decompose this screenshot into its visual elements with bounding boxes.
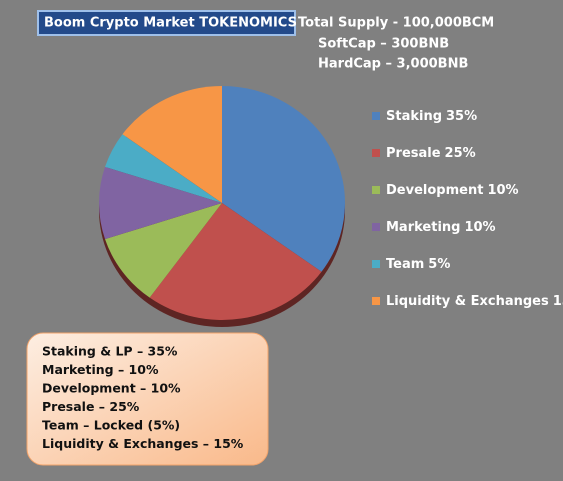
- legend-swatch: [372, 260, 380, 268]
- legend-value: 5%: [428, 257, 450, 272]
- legend-value: 35%: [446, 109, 477, 124]
- legend-label: Development: [386, 183, 483, 198]
- chart-title: Boom Crypto Market TOKENOMICS: [44, 16, 297, 31]
- supply-note: SoftCap – 300BNB: [318, 37, 449, 52]
- legend: Staking 35%Presale 25%Development 10%Market…: [372, 109, 563, 309]
- summary-line: Presale – 25%: [42, 399, 140, 414]
- title-box: [37, 10, 296, 36]
- legend-entry: Staking 35%: [386, 109, 477, 124]
- legend-entry: Marketing 10%: [386, 220, 496, 235]
- supply-note: HardCap – 3,000BNB: [318, 57, 468, 72]
- legend-value: 10%: [464, 220, 495, 235]
- summary-line: Staking & LP – 35%: [42, 344, 178, 359]
- legend-swatch: [372, 149, 380, 157]
- legend-swatch: [372, 223, 380, 231]
- legend-label: Marketing: [386, 220, 460, 235]
- summary-box: [26, 332, 269, 466]
- supply-note: Total Supply - 100,000BCM: [298, 16, 494, 31]
- legend-label: Liquidity & Exchanges: [386, 294, 549, 309]
- pie-slice: [222, 86, 345, 272]
- pie-slice: [122, 86, 222, 203]
- legend-label: Team: [386, 257, 424, 272]
- pie: [98, 86, 345, 320]
- pie-slice: [98, 166, 222, 240]
- summary-line: Marketing – 10%: [42, 362, 159, 377]
- summary-line: Development – 10%: [42, 381, 181, 396]
- pie-slice: [105, 203, 222, 298]
- legend-entry: Liquidity & Exchanges 15%: [386, 294, 563, 309]
- summary-list: Staking & LP – 35% Marketing – 10% Develop…: [42, 344, 244, 452]
- legend-label: Staking: [386, 109, 442, 124]
- pie-slice: [149, 203, 322, 320]
- legend-entry: Development 10%: [386, 183, 519, 198]
- legend-swatch: [372, 112, 380, 120]
- pie-slice: [105, 134, 222, 203]
- legend-value: 10%: [487, 183, 518, 198]
- legend-value: 25%: [445, 146, 476, 161]
- legend-entry: Team 5%: [386, 257, 450, 272]
- legend-swatch: [372, 186, 380, 194]
- legend-label: Presale: [386, 146, 441, 161]
- summary-line: Liquidity & Exchanges – 15%: [42, 436, 244, 451]
- legend-value: 15%: [553, 294, 563, 309]
- legend-entry: Presale 25%: [386, 146, 476, 161]
- summary-line: Team – Locked (5%): [42, 418, 180, 433]
- legend-swatch: [372, 297, 380, 305]
